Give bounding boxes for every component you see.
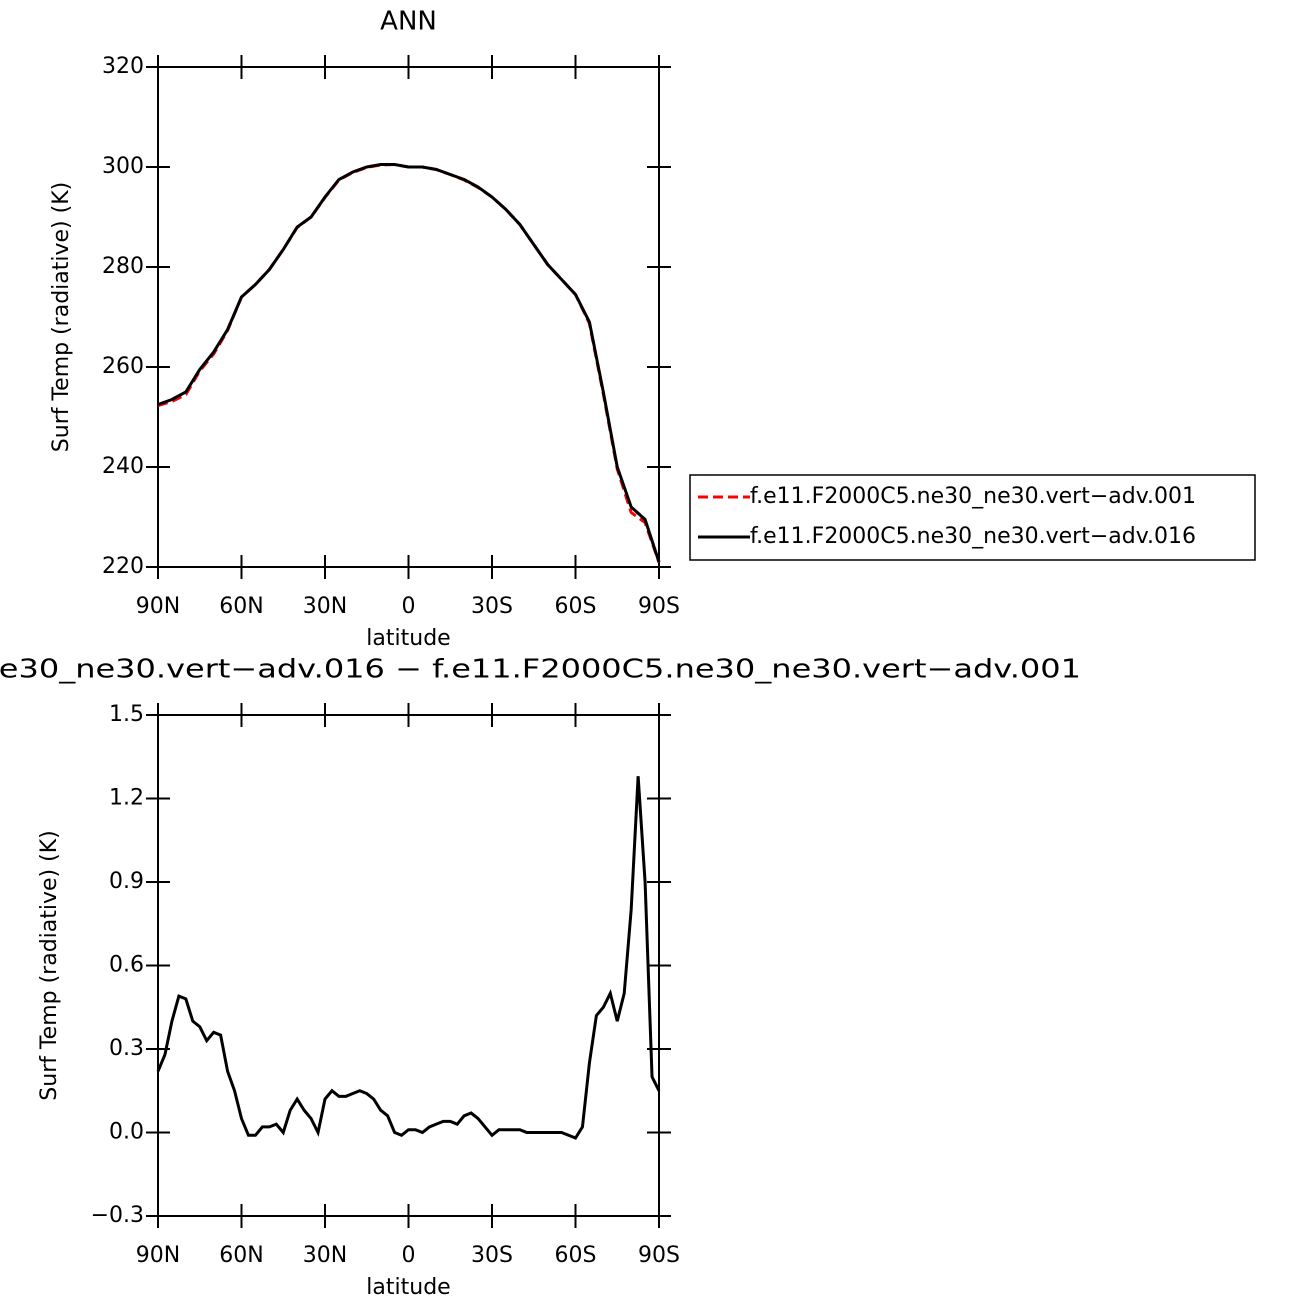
x-tick-label: 60N <box>219 594 263 619</box>
x-axis-label: latitude <box>366 1275 450 1300</box>
x-tick-label: 60S <box>555 594 597 619</box>
y-tick-label: 260 <box>102 354 144 379</box>
x-tick-label: 90N <box>136 594 180 619</box>
x-tick-label: 0 <box>402 1243 416 1268</box>
chart-title: f.e11.F2000C5.ne30_ne30.vert−adv.016 − f… <box>0 655 1081 685</box>
x-axis-label: latitude <box>366 626 450 651</box>
y-tick-label: 1.5 <box>109 702 144 727</box>
y-tick-label: 220 <box>102 554 144 579</box>
data-line <box>157 163 661 563</box>
legend-label: f.e11.F2000C5.ne30_ne30.vert−adv.016 <box>750 524 1196 549</box>
x-tick-label: 90S <box>638 1243 680 1268</box>
x-tick-label: 30N <box>303 594 347 619</box>
chart-title: ANN <box>380 7 437 37</box>
y-tick-label: 1.2 <box>109 786 144 811</box>
y-tick-label: −0.3 <box>91 1203 144 1228</box>
legend-box <box>689 474 1256 561</box>
x-tick-label: 60S <box>555 1243 597 1268</box>
y-axis-label: Surf Temp (radiative) (K) <box>49 182 74 452</box>
y-axis-label: Surf Temp (radiative) (K) <box>37 830 62 1100</box>
y-tick-label: 320 <box>102 54 144 79</box>
y-tick-label: 0.9 <box>109 869 144 894</box>
x-tick-label: 30S <box>471 594 513 619</box>
x-tick-label: 30N <box>303 1243 347 1268</box>
x-tick-label: 60N <box>219 1243 263 1268</box>
x-tick-label: 0 <box>402 594 416 619</box>
data-line <box>156 776 661 1140</box>
y-tick-label: 300 <box>102 154 144 179</box>
x-tick-label: 90N <box>136 1243 180 1268</box>
y-tick-label: 240 <box>102 454 144 479</box>
y-tick-label: 0.6 <box>109 953 144 978</box>
x-tick-label: 90S <box>638 594 680 619</box>
x-tick-label: 30S <box>471 1243 513 1268</box>
y-tick-label: 0.3 <box>109 1036 144 1061</box>
y-tick-label: 0.0 <box>109 1120 144 1145</box>
y-tick-label: 280 <box>102 254 144 279</box>
plot-frame <box>157 66 660 568</box>
plot-frame <box>157 714 660 1217</box>
legend-label: f.e11.F2000C5.ne30_ne30.vert−adv.001 <box>750 484 1196 509</box>
data-line <box>157 162 661 563</box>
